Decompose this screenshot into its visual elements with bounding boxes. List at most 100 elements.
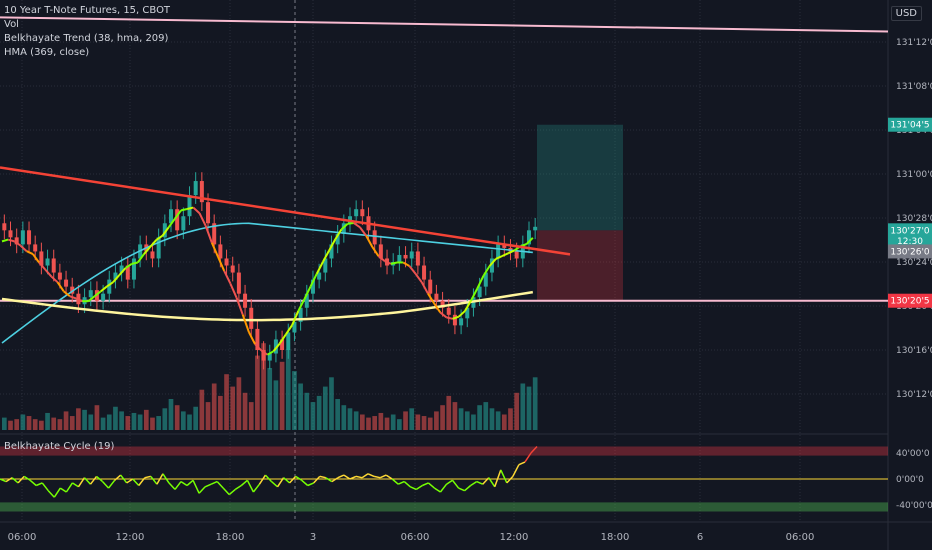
cycle-line-segment <box>482 477 490 485</box>
candle-body <box>8 230 13 238</box>
cycle-line-segment <box>204 483 212 488</box>
candle-body <box>298 307 303 322</box>
indicator-volume[interactable]: Vol <box>4 19 19 30</box>
volume-bar <box>360 414 365 430</box>
candle-body <box>409 251 414 259</box>
volume-bar <box>508 408 513 430</box>
fast-hma-segment <box>229 283 238 299</box>
indicator-belkhayate-trend[interactable]: Belkhayate Trend (38, hma, 209) <box>4 33 169 44</box>
fast-hma-segment <box>384 260 392 265</box>
candle-body <box>101 293 106 301</box>
volume-bar <box>292 371 297 430</box>
candle-body <box>27 230 32 245</box>
cycle-line-segment <box>5 477 13 483</box>
cycle-line-segment <box>11 477 19 484</box>
cycle-line-segment <box>53 487 61 498</box>
fast-hma-segment <box>420 281 429 294</box>
volume-bar <box>261 343 266 430</box>
fast-hma-segment <box>69 295 77 300</box>
candle-body <box>175 209 180 231</box>
candle-body <box>162 223 167 238</box>
volume-bar <box>211 383 217 430</box>
indicator-hma[interactable]: HMA (369, close) <box>4 47 90 58</box>
volume-bar <box>452 402 458 430</box>
cycle-line-segment <box>488 477 496 488</box>
fast-hma-segment <box>353 222 361 229</box>
y-tick-label: 131'08'0 <box>896 82 932 92</box>
fast-hma-segment <box>408 265 417 275</box>
volume-bar <box>242 392 248 430</box>
fast-hma-segment <box>359 226 367 237</box>
volume-bar <box>32 419 38 430</box>
volume-bar <box>57 419 63 430</box>
volume-bar <box>205 402 211 430</box>
cycle-line-segment <box>47 490 55 498</box>
cycle-line-segment <box>530 445 538 454</box>
candle-body <box>20 230 25 245</box>
cycle-line-segment <box>313 475 321 484</box>
candle-body <box>372 230 377 245</box>
candle-body <box>415 251 420 266</box>
cycle-line-segment <box>102 481 110 489</box>
volume-bar <box>378 412 384 430</box>
fast-hma-segment <box>7 238 15 243</box>
fast-hma-segment <box>458 310 466 318</box>
x-tick-label: 06:00 <box>401 532 430 543</box>
fast-hma-segment <box>32 253 40 264</box>
fast-hma-segment <box>272 342 281 352</box>
fast-hma-segment <box>204 225 213 244</box>
fast-hma-segment <box>112 274 121 283</box>
cycle-line-segment <box>397 480 405 485</box>
price-tag-label: 130'26'0 <box>890 247 930 257</box>
symbol-title[interactable]: 10 Year T-Note Futures, 15, CBOT <box>4 5 171 16</box>
fast-hma-segment <box>291 310 300 326</box>
y-tick-label: 131'00'0 <box>896 170 932 180</box>
volume-bar <box>143 409 149 430</box>
fast-hma-segment <box>56 281 65 292</box>
fast-hma-segment <box>124 263 133 269</box>
candle-body <box>446 307 451 315</box>
fast-hma-segment <box>377 255 386 262</box>
candle-body <box>255 328 260 350</box>
candle-body <box>286 332 291 350</box>
fast-hma-segment <box>254 343 262 352</box>
fast-hma-segment <box>427 292 435 304</box>
volume-bar <box>199 389 205 430</box>
cycle-line-segment <box>361 473 369 479</box>
fast-hma-segment <box>100 285 108 293</box>
candle-body <box>378 244 383 259</box>
currency-label[interactable]: USD <box>890 6 922 21</box>
candle-body <box>422 265 427 280</box>
cycle-line-segment <box>23 475 31 481</box>
price-tag-bg <box>888 223 932 238</box>
volume-bar <box>341 405 347 430</box>
volume-bar <box>125 416 131 430</box>
volume-bar <box>298 383 303 430</box>
price-tag-bg <box>888 244 932 259</box>
fast-hma-segment <box>19 244 28 252</box>
volume-bar <box>131 412 137 430</box>
y-tick-label: 130'12'0 <box>896 390 932 400</box>
candle-body <box>236 272 241 294</box>
cycle-line-segment <box>518 461 526 466</box>
cycle-line-segment <box>355 475 363 479</box>
cycle-line-segment <box>439 483 448 493</box>
cycle-y-label: 0'00'0 <box>896 475 924 485</box>
fast-hma-segment <box>180 208 188 212</box>
fast-hma-segment <box>63 290 71 298</box>
candle-body <box>45 258 50 266</box>
volume-bar <box>347 408 353 430</box>
cycle-line-segment <box>385 474 393 480</box>
cycle-line-segment <box>59 487 67 493</box>
candle-body <box>489 258 494 273</box>
volume-bar <box>236 377 242 430</box>
candle-body <box>280 339 285 350</box>
volume-bar <box>26 416 32 430</box>
volume-bar <box>76 408 81 430</box>
fast-hma-segment <box>371 246 380 257</box>
cycle-line-segment <box>210 480 218 485</box>
fast-hma-segment <box>322 250 331 263</box>
cycle-indicator-legend[interactable]: Belkhayate Cycle (19) <box>4 441 115 452</box>
candle-body <box>459 318 464 326</box>
